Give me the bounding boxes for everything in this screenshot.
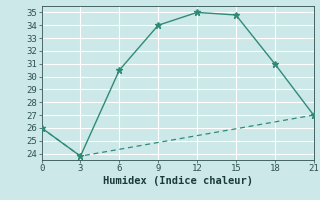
X-axis label: Humidex (Indice chaleur): Humidex (Indice chaleur) [103,176,252,186]
